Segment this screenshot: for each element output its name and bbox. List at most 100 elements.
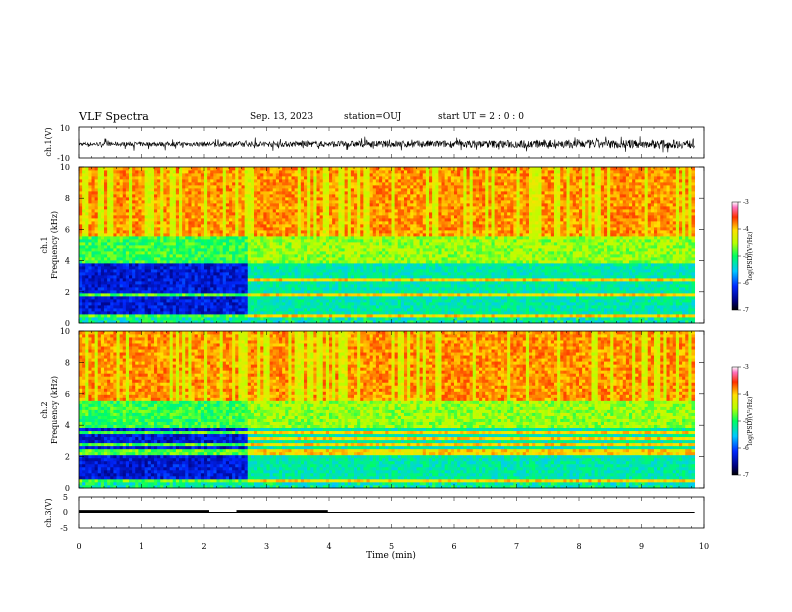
spectrogram-cell xyxy=(269,302,274,306)
spectrogram-cell xyxy=(285,293,289,297)
spectrogram-cell xyxy=(175,167,180,171)
spectrogram-cell xyxy=(329,233,333,237)
spectrogram-cell xyxy=(141,203,146,207)
spectrogram-cell xyxy=(325,251,330,255)
spectrogram-cell xyxy=(229,203,233,207)
spectrogram-cell xyxy=(200,314,205,318)
spectrogram-cell xyxy=(216,170,221,174)
spectrogram-cell xyxy=(238,170,242,174)
spectrogram-cell xyxy=(216,275,221,279)
spectrogram-cell xyxy=(216,173,221,177)
spectrogram-cell xyxy=(113,194,117,198)
spectrogram-cell xyxy=(110,239,114,243)
spectrogram-cell xyxy=(294,188,299,192)
spectrogram-cell xyxy=(313,221,317,225)
spectrogram-cell xyxy=(169,188,174,192)
spectrogram-cell xyxy=(216,314,221,318)
spectrogram-cell xyxy=(200,278,205,282)
spectrogram-cell xyxy=(254,263,258,267)
spectrogram-cell xyxy=(179,263,183,267)
spectrogram-cell xyxy=(360,257,364,261)
spectrogram-cell xyxy=(154,224,158,228)
spectrogram-cell xyxy=(247,302,252,306)
spectrogram-cell xyxy=(325,179,330,183)
spectrogram-cell xyxy=(250,167,255,171)
spectrogram-cell xyxy=(263,269,267,273)
spectrogram-cell xyxy=(225,320,230,324)
ch1-waveform-panel: 10 -10 ch.1(V) xyxy=(44,124,705,163)
spectrogram-cell xyxy=(313,185,317,189)
spectrogram-cell xyxy=(91,233,96,237)
spectrogram-cell xyxy=(204,221,208,225)
spectrogram-cell xyxy=(319,212,324,216)
spectrogram-cell xyxy=(194,293,199,297)
spectrogram-cell xyxy=(285,239,289,243)
spectrogram-cell xyxy=(275,260,280,264)
spectrogram-cell xyxy=(116,224,121,228)
spectrogram-cell xyxy=(82,251,86,255)
spectrogram-cell xyxy=(297,305,302,309)
spectrogram-cell xyxy=(172,281,177,285)
spectrogram-cell xyxy=(288,251,292,255)
spectrogram-cell xyxy=(122,272,127,276)
spectrogram-cell xyxy=(360,215,364,219)
spectrogram-cell xyxy=(179,317,183,321)
spectrogram-cell xyxy=(335,245,339,249)
spectrogram-cell xyxy=(135,269,139,273)
spectrogram-cell xyxy=(82,278,86,282)
spectrogram-cell xyxy=(119,179,124,183)
spectrogram-cell xyxy=(344,179,349,183)
spectrogram-cell xyxy=(216,212,221,216)
spectrogram-cell xyxy=(244,260,249,264)
spectrogram-cell xyxy=(325,239,330,243)
spectrogram-cell xyxy=(110,179,114,183)
spectrogram-cell xyxy=(238,272,242,276)
spectrogram-cell xyxy=(116,311,121,315)
spectrogram-cell xyxy=(329,272,333,276)
spectrogram-cell xyxy=(91,275,96,279)
spectrogram-cell xyxy=(210,224,214,228)
spectrogram-cell xyxy=(119,263,124,267)
spectrogram-cell xyxy=(366,308,371,312)
spectrogram-cell xyxy=(169,242,174,246)
spectrogram-cell xyxy=(344,221,349,225)
spectrogram-cell xyxy=(350,185,355,189)
spectrogram-cell xyxy=(257,305,261,309)
spectrogram-cell xyxy=(344,314,349,318)
spectrogram-cell xyxy=(97,305,102,309)
spectrogram-cell xyxy=(322,179,327,183)
spectrogram-cell xyxy=(360,266,364,270)
spectrogram-cell xyxy=(235,308,239,312)
spectrogram-cell xyxy=(300,182,305,186)
spectrogram-cell xyxy=(157,194,161,198)
spectrogram-cell xyxy=(285,179,289,183)
spectrogram-cell xyxy=(135,209,139,213)
spectrogram-cell xyxy=(329,236,333,240)
spectrogram-cell xyxy=(132,179,136,183)
spectrogram-cell xyxy=(241,257,246,261)
spectrogram-cell xyxy=(300,242,305,246)
spectrogram-cell xyxy=(232,245,236,249)
spectrogram-cell xyxy=(107,248,111,252)
spectrogram-cell xyxy=(291,218,296,222)
spectrogram-cell xyxy=(260,290,264,294)
spectrogram-cell xyxy=(113,281,117,285)
spectrogram-cell xyxy=(204,170,208,174)
spectrogram-cell xyxy=(335,317,339,321)
spectrogram-cell xyxy=(288,221,292,225)
spectrogram-cell xyxy=(254,272,258,276)
spectrogram-cell xyxy=(288,287,292,291)
spectrogram-cell xyxy=(200,248,205,252)
spectrogram-cell xyxy=(291,215,296,219)
spectrogram-cell xyxy=(122,269,127,273)
spectrogram-cell xyxy=(122,236,127,240)
spectrogram-cell xyxy=(182,311,186,315)
spectrogram-cell xyxy=(282,278,286,282)
spectrogram-cell xyxy=(225,215,230,219)
spectrogram-cell xyxy=(266,281,271,285)
spectrogram-cell xyxy=(94,227,99,231)
spectrogram-cell xyxy=(235,290,239,294)
spectrogram-cell xyxy=(332,236,336,240)
spectrogram-cell xyxy=(166,266,171,270)
spectrogram-cell xyxy=(300,221,305,225)
